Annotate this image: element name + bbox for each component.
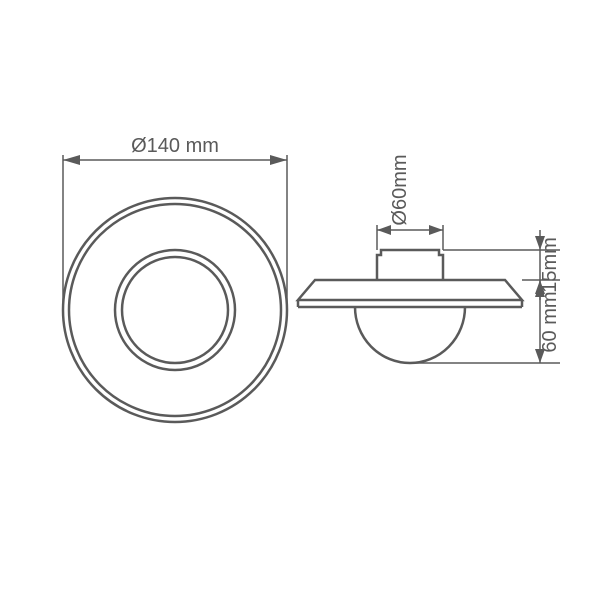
- side-dome: [355, 307, 465, 363]
- neck-height-label: 15mm: [539, 237, 561, 293]
- side-view: [298, 250, 522, 363]
- neck-diameter-dimension: Ø60mm: [377, 154, 443, 250]
- dimension-drawing: Ø140 mm Ø60mm 15mm: [0, 0, 600, 600]
- front-diameter-label: Ø140 mm: [131, 135, 219, 157]
- front-lens-inner: [122, 257, 228, 363]
- front-outer-inner-circle: [69, 204, 281, 416]
- front-diameter-dimension: Ø140 mm: [63, 135, 287, 305]
- side-neck: [377, 250, 443, 280]
- front-lens-outer: [115, 250, 235, 370]
- body-height-label: 60 mm: [539, 291, 561, 352]
- front-outer-circle: [63, 198, 287, 422]
- side-flange: [298, 280, 522, 300]
- neck-diameter-label: Ø60mm: [389, 154, 411, 225]
- front-view: [63, 198, 287, 422]
